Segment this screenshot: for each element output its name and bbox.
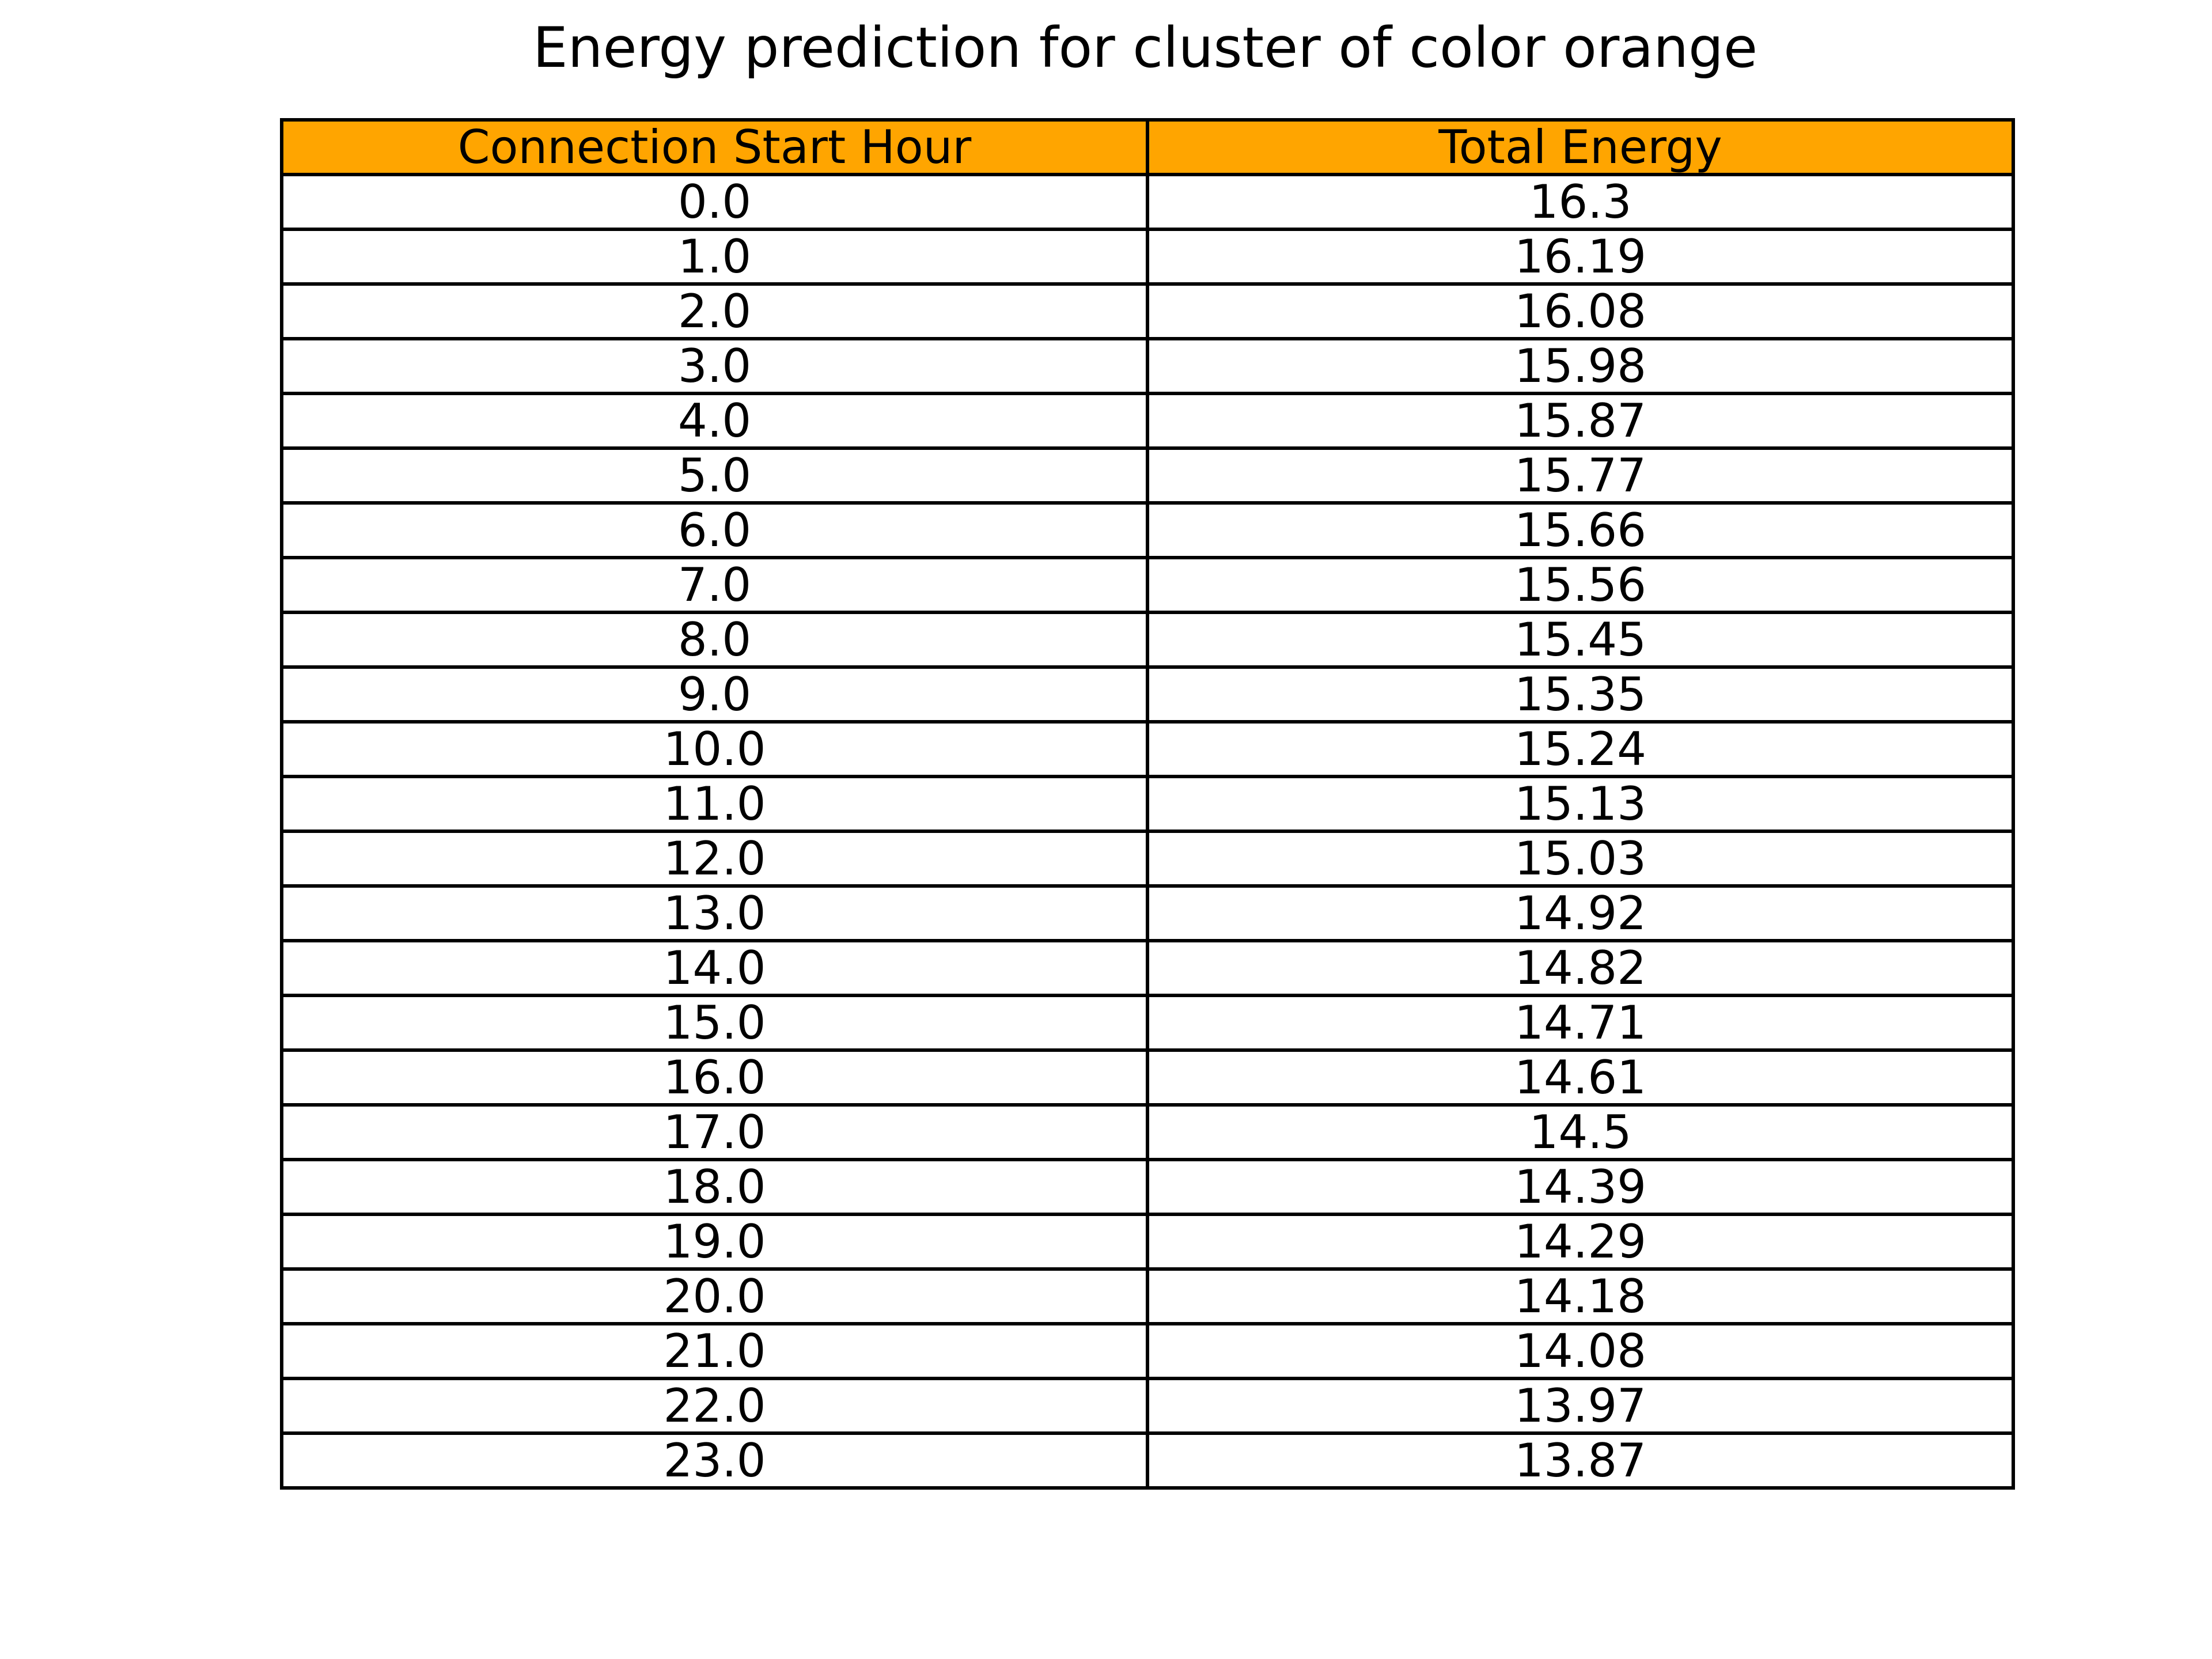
cell-total-energy: 15.98 xyxy=(1146,337,2015,395)
table-row: 23.0 13.87 xyxy=(280,1431,2015,1490)
cell-connection-start-hour: 14.0 xyxy=(280,939,1149,997)
cell-connection-start-hour: 4.0 xyxy=(280,392,1149,450)
chart-title: Energy prediction for cluster of color o… xyxy=(532,16,1758,80)
table-row: 18.0 14.39 xyxy=(280,1158,2015,1216)
cell-total-energy: 14.92 xyxy=(1146,884,2015,942)
table-row: 2.0 16.08 xyxy=(280,282,2015,340)
table-row: 22.0 13.97 xyxy=(280,1377,2015,1435)
table-row: 5.0 15.77 xyxy=(280,446,2015,505)
cell-total-energy: 14.61 xyxy=(1146,1048,2015,1107)
table-row: 20.0 14.18 xyxy=(280,1267,2015,1325)
column-header-total-energy: Total Energy xyxy=(1146,118,2015,176)
cell-connection-start-hour: 2.0 xyxy=(280,282,1149,340)
table-row: 7.0 15.56 xyxy=(280,556,2015,614)
header-row: Connection Start Hour Total Energy xyxy=(280,118,2015,176)
table-header: Connection Start Hour Total Energy xyxy=(280,118,2015,176)
table-row: 17.0 14.5 xyxy=(280,1103,2015,1161)
table-row: 9.0 15.35 xyxy=(280,665,2015,724)
cell-connection-start-hour: 5.0 xyxy=(280,446,1149,505)
table-row: 3.0 15.98 xyxy=(280,337,2015,395)
table-body: 0.0 16.3 1.0 16.19 2.0 16.08 3.0 15.98 4.0 15.87 5… xyxy=(280,173,2015,1490)
table-row: 21.0 14.08 xyxy=(280,1322,2015,1380)
cell-connection-start-hour: 6.0 xyxy=(280,501,1149,559)
cell-total-energy: 15.35 xyxy=(1146,665,2015,724)
table-row: 15.0 14.71 xyxy=(280,994,2015,1052)
cell-connection-start-hour: 18.0 xyxy=(280,1158,1149,1216)
cell-total-energy: 16.19 xyxy=(1146,228,2015,286)
cell-connection-start-hour: 8.0 xyxy=(280,611,1149,669)
cell-connection-start-hour: 7.0 xyxy=(280,556,1149,614)
table-row: 11.0 15.13 xyxy=(280,775,2015,833)
cell-total-energy: 15.56 xyxy=(1146,556,2015,614)
cell-connection-start-hour: 20.0 xyxy=(280,1267,1149,1325)
table-row: 14.0 14.82 xyxy=(280,939,2015,997)
cell-total-energy: 14.29 xyxy=(1146,1213,2015,1271)
cell-connection-start-hour: 22.0 xyxy=(280,1377,1149,1435)
cell-connection-start-hour: 19.0 xyxy=(280,1213,1149,1271)
cell-connection-start-hour: 9.0 xyxy=(280,665,1149,724)
cell-total-energy: 16.3 xyxy=(1146,173,2015,231)
cell-total-energy: 15.77 xyxy=(1146,446,2015,505)
cell-connection-start-hour: 23.0 xyxy=(280,1431,1149,1490)
cell-total-energy: 15.66 xyxy=(1146,501,2015,559)
table-row: 19.0 14.29 xyxy=(280,1213,2015,1271)
cell-connection-start-hour: 10.0 xyxy=(280,720,1149,778)
cell-connection-start-hour: 21.0 xyxy=(280,1322,1149,1380)
table-row: 4.0 15.87 xyxy=(280,392,2015,450)
table-row: 13.0 14.92 xyxy=(280,884,2015,942)
table-row: 12.0 15.03 xyxy=(280,830,2015,888)
cell-total-energy: 14.08 xyxy=(1146,1322,2015,1380)
cell-connection-start-hour: 16.0 xyxy=(280,1048,1149,1107)
cell-total-energy: 14.39 xyxy=(1146,1158,2015,1216)
cell-total-energy: 15.87 xyxy=(1146,392,2015,450)
cell-total-energy: 15.03 xyxy=(1146,830,2015,888)
cell-connection-start-hour: 12.0 xyxy=(280,830,1149,888)
table-container: Connection Start Hour Total Energy 0.0 16… xyxy=(280,118,2015,1490)
cell-total-energy: 14.5 xyxy=(1146,1103,2015,1161)
cell-connection-start-hour: 3.0 xyxy=(280,337,1149,395)
cell-connection-start-hour: 0.0 xyxy=(280,173,1149,231)
table-row: 0.0 16.3 xyxy=(280,173,2015,231)
energy-table: Connection Start Hour Total Energy 0.0 16… xyxy=(280,118,2015,1490)
cell-total-energy: 15.45 xyxy=(1146,611,2015,669)
cell-connection-start-hour: 11.0 xyxy=(280,775,1149,833)
cell-total-energy: 13.97 xyxy=(1146,1377,2015,1435)
table-row: 8.0 15.45 xyxy=(280,611,2015,669)
cell-total-energy: 16.08 xyxy=(1146,282,2015,340)
cell-total-energy: 13.87 xyxy=(1146,1431,2015,1490)
column-header-connection-start-hour: Connection Start Hour xyxy=(280,118,1149,176)
table-row: 10.0 15.24 xyxy=(280,720,2015,778)
cell-total-energy: 15.13 xyxy=(1146,775,2015,833)
cell-total-energy: 14.82 xyxy=(1146,939,2015,997)
cell-total-energy: 15.24 xyxy=(1146,720,2015,778)
cell-total-energy: 14.71 xyxy=(1146,994,2015,1052)
table-row: 1.0 16.19 xyxy=(280,228,2015,286)
table-row: 6.0 15.66 xyxy=(280,501,2015,559)
cell-connection-start-hour: 17.0 xyxy=(280,1103,1149,1161)
cell-connection-start-hour: 1.0 xyxy=(280,228,1149,286)
cell-connection-start-hour: 13.0 xyxy=(280,884,1149,942)
cell-connection-start-hour: 15.0 xyxy=(280,994,1149,1052)
cell-total-energy: 14.18 xyxy=(1146,1267,2015,1325)
table-row: 16.0 14.61 xyxy=(280,1048,2015,1107)
